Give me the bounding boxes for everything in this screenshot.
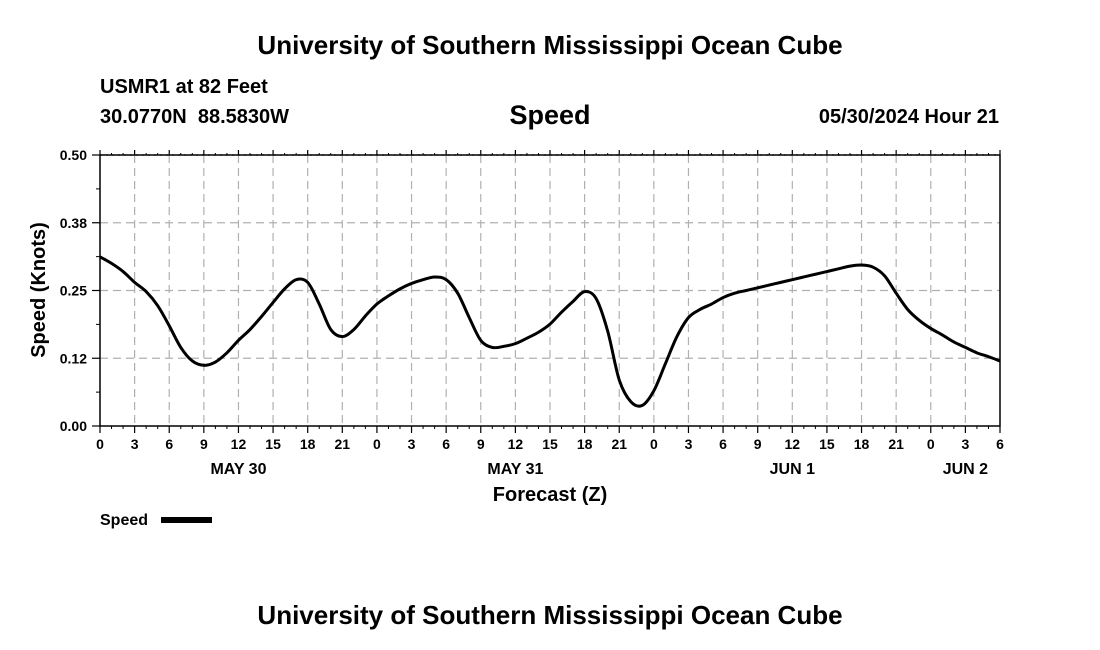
- x-tick-label: 15: [265, 436, 281, 452]
- datetime-label: 05/30/2024 Hour 21: [818, 106, 999, 128]
- x-tick-label: 0: [927, 436, 935, 452]
- legend-label: Speed: [100, 512, 148, 529]
- x-tick-label: 3: [961, 436, 969, 452]
- x-tick-label: 9: [200, 436, 208, 452]
- axis-ticks: [92, 150, 1001, 433]
- x-tick-label: 6: [165, 436, 173, 452]
- x-tick-label: 6: [719, 436, 727, 452]
- date-label: JUN 2: [943, 461, 988, 478]
- x-tick-label: 18: [577, 436, 593, 452]
- coordinates-label: 30.0770N 88.5830W: [100, 106, 290, 128]
- x-tick-label: 18: [854, 436, 870, 452]
- plot-title: Speed: [509, 100, 591, 130]
- date-label: JUN 1: [770, 461, 815, 478]
- x-tick-label: 3: [685, 436, 693, 452]
- x-tick-label: 18: [300, 436, 316, 452]
- y-axis-title: Speed (Knots): [28, 222, 50, 358]
- grid-lines: [100, 154, 1000, 426]
- x-tick-label: 3: [408, 436, 416, 452]
- x-axis-title: Forecast (Z): [493, 484, 607, 506]
- x-tick-label: 21: [611, 436, 627, 452]
- y-tick-label: 0.00: [60, 418, 87, 434]
- x-tick-label: 21: [888, 436, 904, 452]
- y-tick-label: 0.50: [60, 147, 87, 163]
- x-tick-label: 15: [819, 436, 835, 452]
- top-title: University of Southern Mississippi Ocean…: [257, 30, 843, 60]
- date-label: MAY 31: [487, 461, 543, 478]
- date-label: MAY 30: [210, 461, 266, 478]
- x-tick-label: 12: [231, 436, 247, 452]
- x-tick-label: 15: [542, 436, 558, 452]
- series-line-speed: [99, 255, 1001, 408]
- x-tick-label: 12: [508, 436, 524, 452]
- bottom-title: University of Southern Mississippi Ocean…: [257, 600, 843, 630]
- x-tick-label: 9: [754, 436, 762, 452]
- legend-swatch: [161, 517, 212, 523]
- x-tick-label: 21: [335, 436, 351, 452]
- x-tick-label: 3: [131, 436, 139, 452]
- x-tick-label: 6: [442, 436, 450, 452]
- x-tick-label: 9: [477, 436, 485, 452]
- x-tick-label: 0: [650, 436, 658, 452]
- axis-labels: 0.00 0.12 0.25 0.38 0.50 0 3 6 9 12 15 18 21 0 3 6 9 12 15…: [60, 147, 1004, 478]
- station-label: USMR1 at 82 Feet: [100, 76, 268, 98]
- x-tick-label: 12: [785, 436, 801, 452]
- x-tick-label: 0: [96, 436, 104, 452]
- x-tick-label: 6: [996, 436, 1004, 452]
- x-tick-label: 0: [373, 436, 381, 452]
- y-tick-label: 0.25: [60, 283, 87, 299]
- y-tick-label: 0.12: [60, 350, 87, 366]
- y-tick-label: 0.38: [60, 215, 87, 231]
